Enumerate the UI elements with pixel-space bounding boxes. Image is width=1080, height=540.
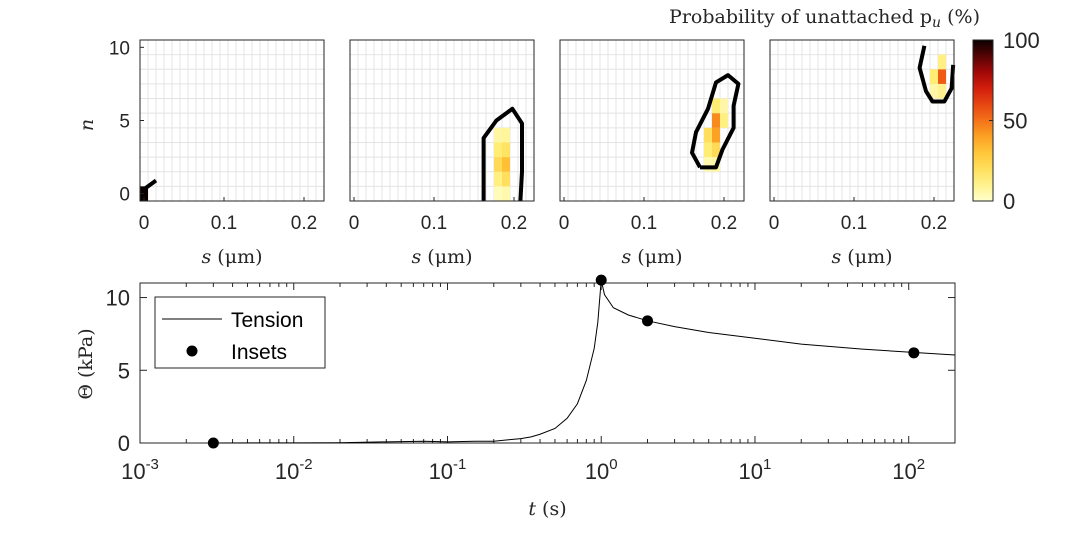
x-tick-label: 0 xyxy=(349,213,360,234)
y-axis-label: Θ (kPa) xyxy=(75,328,97,399)
x-tick-label: 0 xyxy=(559,213,570,234)
x-tick-label: 101 xyxy=(739,456,772,484)
heatmap-panel-4: 0 0.1 0.2 s (μm) xyxy=(769,39,956,268)
heatmap-panel-2: 0 0.1 0.2 s (μm) xyxy=(349,39,535,268)
heatmap-cell xyxy=(494,142,502,158)
inset-marker xyxy=(908,347,920,359)
colorbar: Probability of unattached pu (%) 100 50 0 xyxy=(669,6,1040,214)
heatmap-cell xyxy=(938,54,946,70)
colorbar-tick-label: 50 xyxy=(1003,109,1027,134)
heatmap-cell xyxy=(502,171,510,187)
heatmap-cell xyxy=(704,157,712,172)
y-tick-label: 0 xyxy=(119,185,130,206)
legend-label-tension: Tension xyxy=(231,309,303,332)
inset-marker xyxy=(595,274,607,286)
heatmap-panel-1: 0 0.1 0.2 0 5 10 s (μm) n xyxy=(76,38,325,268)
x-tick-label: 0.1 xyxy=(211,213,237,234)
y-tick-label: 10 xyxy=(109,38,130,59)
heatmap-cell xyxy=(712,127,720,143)
x-axis-label: s (μm) xyxy=(202,246,263,268)
heatmap-cell xyxy=(930,83,938,99)
heatmap-cell xyxy=(502,127,510,143)
heatmap-cell xyxy=(494,127,502,143)
x-axis-label: s (μm) xyxy=(412,246,473,268)
heatmap-cell xyxy=(494,171,502,187)
heatmap-cell xyxy=(502,142,510,158)
legend-box xyxy=(154,296,326,369)
x-tick-label: 10-1 xyxy=(429,456,467,484)
heatmap-panel-3: 0 0.1 0.2 s (μm) xyxy=(559,39,745,268)
x-tick-label: 100 xyxy=(585,456,618,484)
heatmap-cell xyxy=(720,98,728,114)
heatmap-cell xyxy=(712,142,720,158)
x-axis-label: t (s) xyxy=(528,498,566,520)
colorbar-tick-label: 100 xyxy=(1003,28,1040,53)
tension-plot: 10-3 10-2 10-1 100 101 102 0 5 10 t (s) Θ (kPa) Ten… xyxy=(75,274,956,520)
x-tick-label: 10-3 xyxy=(121,456,159,484)
y-tick-label: 0 xyxy=(118,431,130,456)
x-tick-label: 0.2 xyxy=(291,213,317,234)
x-tick-label: 0.2 xyxy=(711,213,737,234)
contour-line xyxy=(481,106,524,202)
tension-line xyxy=(213,279,956,444)
y-tick-label: 5 xyxy=(119,112,130,133)
x-tick-label: 0.2 xyxy=(921,213,947,234)
heatmap-cell xyxy=(502,157,510,172)
axes-box xyxy=(349,39,535,202)
axes-box xyxy=(769,39,955,202)
legend-label-insets: Insets xyxy=(231,341,287,364)
panel-background xyxy=(770,40,954,201)
heatmap-cell xyxy=(938,83,946,99)
x-axis-label: s (μm) xyxy=(832,246,893,268)
heatmap-cell xyxy=(930,69,938,84)
x-tick-label: 0.1 xyxy=(421,213,447,234)
contour-line xyxy=(690,73,741,170)
heatmap-cell xyxy=(704,127,712,143)
heatmap-cell xyxy=(494,157,502,172)
colorbar-title: Probability of unattached pu (%) xyxy=(669,6,980,31)
inset-marker xyxy=(207,437,219,449)
x-tick-label: 0 xyxy=(769,213,780,234)
y-tick-label: 10 xyxy=(106,286,130,311)
legend: Tension Insets xyxy=(154,296,326,369)
x-tick-label: 10-2 xyxy=(275,456,313,484)
y-axis-label: n xyxy=(76,119,98,131)
contour-line xyxy=(917,45,956,104)
heatmap-cell xyxy=(938,69,946,84)
contour-line xyxy=(142,178,158,191)
heatmap-cell xyxy=(494,186,502,201)
legend-marker-swatch xyxy=(186,345,198,357)
heatmap-panels: 0 0.1 0.2 0 5 10 s (μm) n 0 0.1 0.2 s (μm) 0 0.1 0.2 s … xyxy=(76,38,956,268)
x-tick-label: 0.2 xyxy=(501,213,527,234)
heatmap-cell xyxy=(712,113,720,128)
heatmap-cell xyxy=(712,98,720,114)
heatmap-cell xyxy=(502,186,510,201)
panel-background xyxy=(140,40,324,201)
x-tick-label: 102 xyxy=(892,456,925,484)
x-tick-label: 0 xyxy=(139,213,150,234)
colorbar-tick-label: 0 xyxy=(1003,189,1015,214)
y-tick-label: 5 xyxy=(118,358,130,383)
inset-marker xyxy=(642,315,654,327)
heatmap-cell xyxy=(720,113,728,128)
x-axis-label: s (μm) xyxy=(622,246,683,268)
x-tick-label: 0.1 xyxy=(841,213,867,234)
x-tick-label: 0.1 xyxy=(631,213,657,234)
axes-box xyxy=(559,39,745,202)
heatmap-cell xyxy=(704,142,712,158)
